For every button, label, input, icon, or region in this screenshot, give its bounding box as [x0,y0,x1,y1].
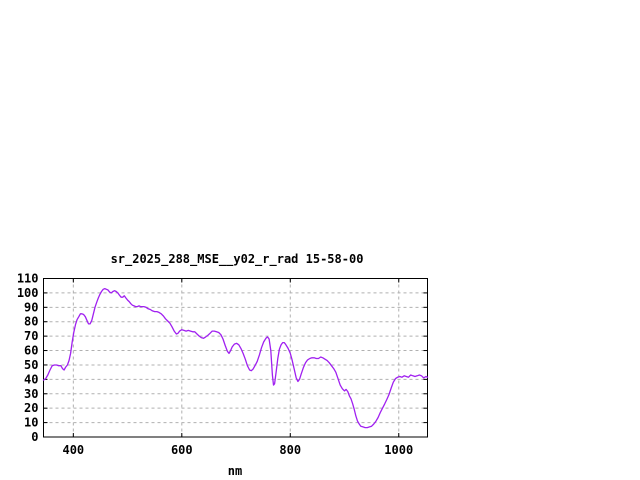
series-layer [42,287,429,429]
y-tick-label: 20 [24,401,38,415]
y-tick-label: 110 [17,272,39,286]
x-axis-label: nm [228,464,242,478]
y-tick-label: 80 [24,315,38,329]
chart-title: sr_2025_288_MSE__y02_r_rad 15-58-00 [111,252,364,267]
y-tick-label: 50 [24,358,38,372]
y-tick-label: 60 [24,344,38,358]
plot-border [43,278,428,438]
y-tick-label: 30 [24,387,38,401]
y-tick-label: 40 [24,372,38,386]
y-tick-label: 0 [31,430,38,444]
data-line-sr_2025_288_MSE__y02_r_rad [42,287,429,429]
x-tick-label: 1000 [384,443,413,457]
y-tick-label: 10 [24,416,38,430]
x-tick-label: 800 [279,443,301,457]
y-tick-label: 70 [24,329,38,343]
y-tick-label: 100 [17,286,39,300]
y-tick-label: 90 [24,300,38,314]
grid-layer [43,278,428,437]
x-tick-label: 600 [171,443,193,457]
x-tick-label: 400 [62,443,84,457]
